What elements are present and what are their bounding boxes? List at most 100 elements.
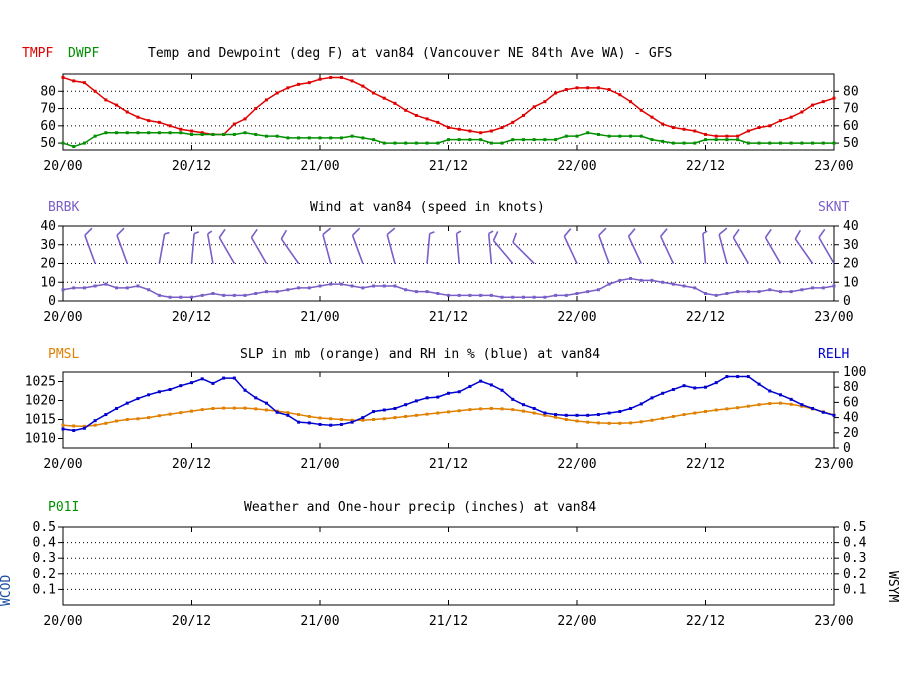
data-point-relh [447, 391, 450, 395]
wind-title: Wind at van84 (speed in knots) [310, 200, 545, 215]
data-point-dwpf [639, 134, 643, 138]
wind-barb [116, 227, 129, 264]
x-tick-label: 22/12 [686, 457, 725, 472]
data-point-relh [618, 410, 622, 414]
data-point-relh [404, 403, 408, 407]
data-point-dwpf [607, 134, 611, 138]
y-tick-label: 60 [40, 119, 56, 134]
data-point-sknt [682, 284, 686, 288]
p01i-label: P01I [48, 500, 79, 515]
data-point-sknt [222, 293, 226, 297]
data-point-dwpf [264, 134, 268, 138]
data-point-relh [339, 422, 343, 426]
barb-staff [190, 233, 195, 264]
data-point-sknt [714, 293, 718, 297]
precip-plot-frame [62, 526, 835, 606]
data-point-dwpf [382, 141, 386, 145]
relh-label: RELH [818, 347, 849, 362]
data-point-dwpf [768, 141, 772, 145]
data-point-pmsl [554, 415, 558, 419]
data-point-pmsl [329, 417, 333, 421]
data-point-relh [736, 375, 740, 379]
data-point-dwpf [811, 141, 815, 145]
wind-plot-frame [62, 225, 835, 302]
data-point-dwpf [511, 138, 515, 142]
data-point-dwpf [693, 141, 697, 145]
slp-panel: PMSL SLP in mb (orange) and RH in % (blu… [25, 347, 867, 472]
data-point-sknt [286, 288, 290, 292]
data-point-relh [350, 420, 354, 424]
data-point-tmpf [725, 134, 729, 138]
data-point-pmsl [575, 419, 579, 423]
data-point-dwpf [832, 141, 836, 145]
data-point-relh [307, 421, 311, 425]
data-point-sknt [125, 286, 129, 290]
data-point-relh [243, 388, 247, 392]
data-point-sknt [72, 286, 76, 290]
data-point-sknt [639, 278, 643, 282]
data-point-relh [286, 413, 290, 417]
x-tick-label: 21/00 [300, 310, 339, 325]
y-tick-label: 0.4 [33, 536, 57, 551]
x-tick-label: 20/00 [43, 310, 82, 325]
data-point-tmpf [821, 100, 825, 104]
data-point-relh [104, 413, 108, 417]
data-point-sknt [693, 286, 697, 290]
data-point-tmpf [393, 101, 397, 105]
data-point-pmsl [286, 411, 290, 415]
data-point-tmpf [104, 98, 108, 102]
data-point-relh [489, 383, 493, 387]
x-tick-label: 21/00 [300, 457, 339, 472]
data-point-tmpf [778, 119, 782, 123]
barb-flag [322, 227, 332, 236]
data-point-relh [682, 384, 686, 388]
data-point-dwpf [778, 141, 782, 145]
data-point-pmsl [425, 412, 429, 416]
data-point-tmpf [789, 115, 793, 119]
data-point-relh [575, 413, 579, 417]
data-point-dwpf [211, 132, 215, 136]
data-point-relh [222, 376, 226, 380]
data-point-pmsl [704, 410, 707, 414]
y-tick-label: 50 [40, 136, 56, 151]
barb-staff [250, 237, 268, 264]
data-point-sknt [211, 292, 215, 295]
data-point-dwpf [136, 131, 140, 135]
data-point-tmpf [811, 103, 815, 107]
data-point-sknt [82, 286, 86, 290]
y-tick-label: 0.5 [33, 520, 56, 535]
temp-panel: TMPF DWPF Temp and Dewpoint (deg F) at v… [22, 46, 859, 174]
data-point-sknt [618, 278, 622, 282]
wind-barb [426, 231, 435, 264]
barb-half-flag [488, 230, 494, 235]
x-tick-label: 21/12 [429, 457, 468, 472]
data-point-tmpf [72, 79, 76, 83]
data-point-relh [393, 406, 397, 410]
x-tick-label: 22/00 [557, 614, 596, 629]
barb-flag [818, 228, 826, 238]
data-point-dwpf [736, 138, 740, 142]
data-point-sknt [821, 286, 825, 290]
data-point-tmpf [404, 108, 408, 112]
data-point-sknt [607, 282, 611, 286]
data-point-relh [479, 379, 483, 383]
y-tick-label: 1020 [25, 394, 56, 409]
data-point-tmpf [329, 75, 333, 79]
data-point-relh [361, 416, 365, 420]
pmsl-label: PMSL [48, 347, 79, 362]
data-point-sknt [382, 284, 386, 288]
wind-barb [84, 227, 96, 264]
data-point-dwpf [200, 132, 204, 136]
data-point-relh [532, 406, 536, 410]
barb-staff [764, 237, 782, 264]
data-point-relh [82, 426, 86, 430]
x-tick-label: 23/00 [814, 159, 853, 174]
data-point-tmpf [650, 115, 654, 119]
y-tick-label: 80 [40, 84, 56, 99]
data-point-relh [832, 413, 836, 417]
data-point-pmsl [661, 416, 665, 420]
barb-staff [206, 233, 214, 264]
barb-flag [764, 228, 772, 238]
barb-half-flag [193, 231, 200, 235]
data-point-relh [147, 393, 151, 397]
